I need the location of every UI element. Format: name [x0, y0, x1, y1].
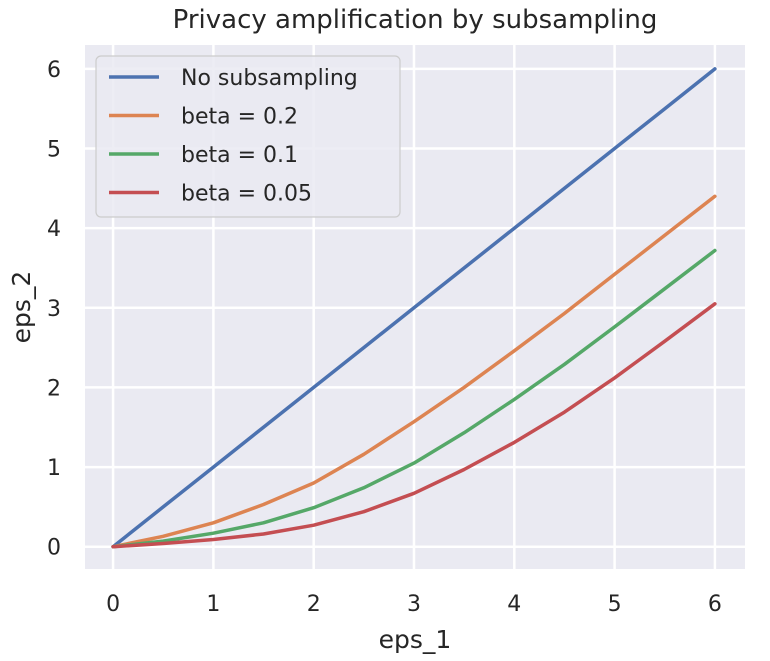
legend-box — [95, 55, 401, 218]
chart-title: Privacy amplification by subsampling — [173, 5, 658, 35]
y-tick-label: 3 — [47, 297, 61, 322]
y-tick-label: 5 — [47, 138, 61, 163]
series-line — [111, 248, 717, 549]
legend-label: beta = 0.1 — [181, 143, 298, 168]
legend-label: beta = 0.05 — [181, 182, 312, 207]
x-tick-label: 0 — [106, 592, 120, 617]
series-lines — [111, 67, 717, 549]
x-tick-label: 3 — [407, 592, 421, 617]
series-line — [111, 194, 717, 549]
y-tick-labels: 0 1 2 3 4 5 6 — [47, 58, 61, 561]
y-tick-label: 0 — [47, 536, 61, 561]
y-tick-label: 2 — [47, 376, 61, 401]
x-axis-label: eps_1 — [379, 625, 452, 654]
x-tick-label: 4 — [507, 592, 521, 617]
x-tick-labels: 0 1 2 3 4 5 6 — [106, 592, 722, 617]
x-tick-label: 6 — [708, 592, 722, 617]
y-axis-label: eps_2 — [7, 271, 36, 344]
series-line — [111, 67, 717, 549]
x-tick-label: 2 — [307, 592, 321, 617]
y-tick-label: 4 — [47, 217, 61, 242]
series-line — [111, 302, 717, 549]
y-tick-label: 1 — [47, 456, 61, 481]
x-tick-label: 5 — [608, 592, 622, 617]
legend-label: beta = 0.2 — [181, 105, 298, 130]
x-tick-label: 1 — [206, 592, 220, 617]
legend-label: No subsampling — [181, 66, 358, 91]
legend: No subsampling beta = 0.2 beta = 0.1 beta =… — [95, 55, 401, 218]
y-tick-label: 6 — [47, 58, 61, 83]
